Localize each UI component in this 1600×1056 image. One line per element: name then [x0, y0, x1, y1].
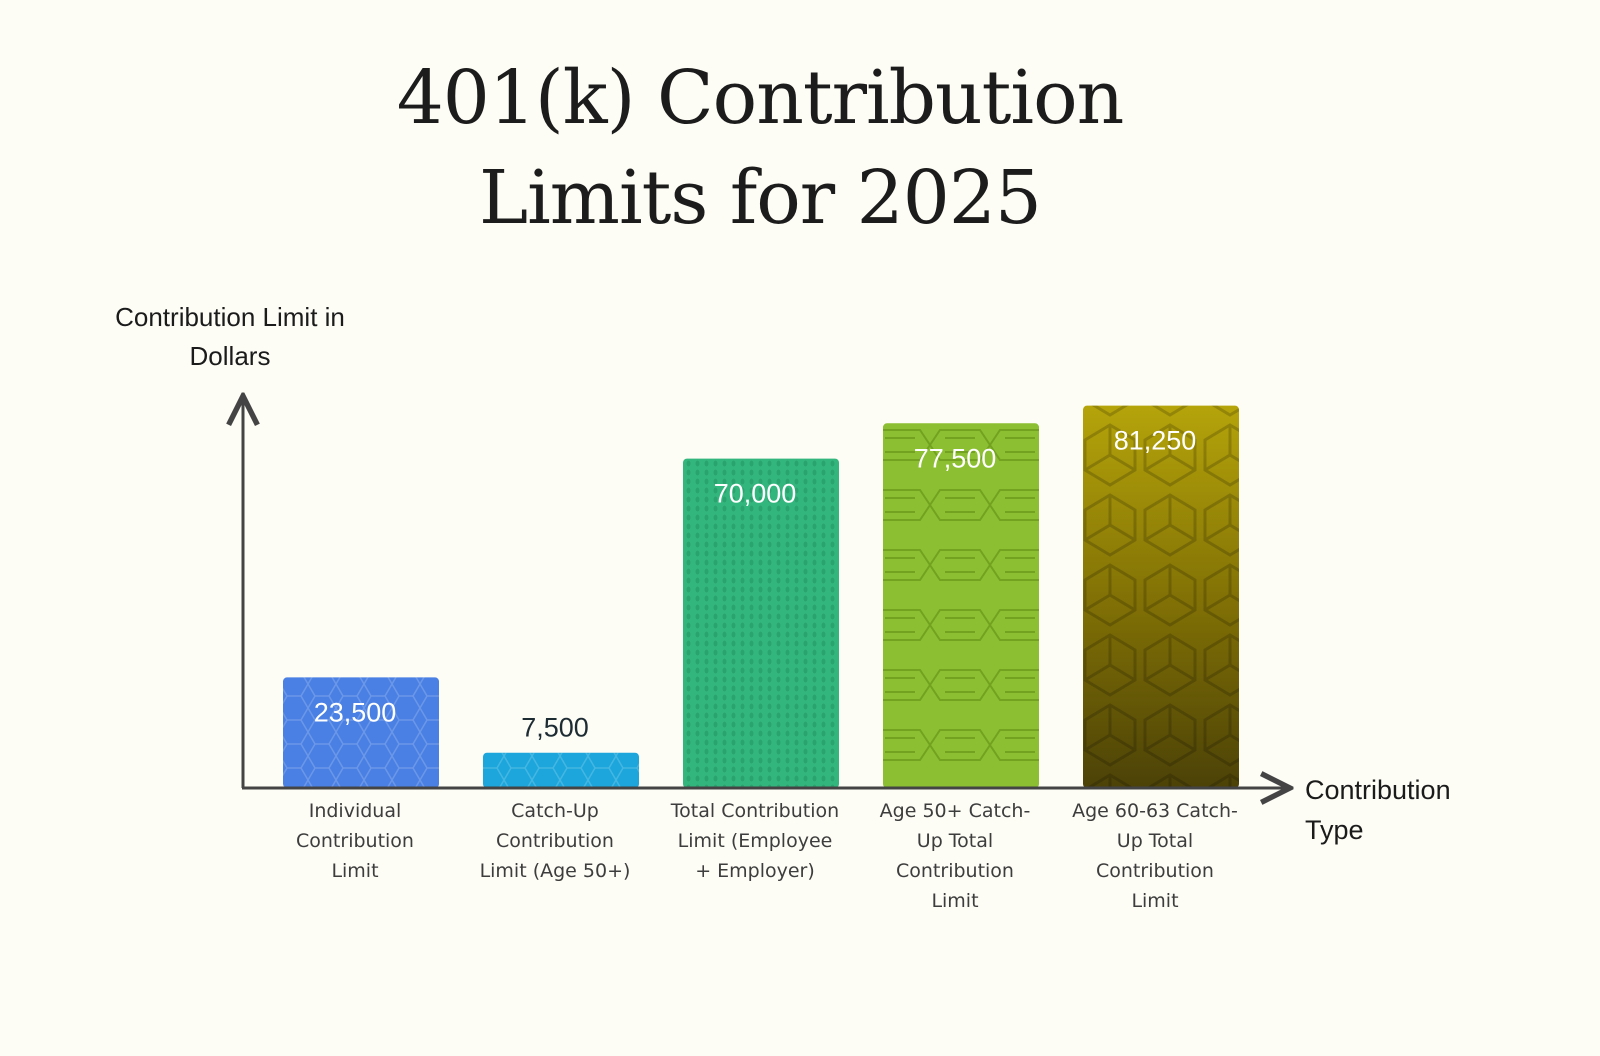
- x-axis-label: Contribution Type: [1305, 775, 1451, 845]
- bar-pattern: [883, 423, 1039, 788]
- category-label: Individual Contribution Limit: [296, 800, 414, 882]
- bar-value-label: 7,500: [521, 713, 589, 743]
- bar-4: 77,500: [883, 423, 1039, 788]
- bar-value-label: 70,000: [714, 479, 797, 509]
- y-axis-label: Contribution Limit in Dollars: [115, 302, 345, 371]
- bar-pattern: [283, 677, 439, 788]
- bar-1: 23,500: [283, 677, 439, 788]
- category-label: Total Contribution Limit (Employee + Emp…: [670, 800, 840, 882]
- category-label: Age 60-63 Catch-Up Total Contribution Li…: [1072, 800, 1238, 912]
- bar-pattern: [483, 752, 639, 788]
- bar-value-label: 77,500: [914, 443, 997, 473]
- bar-value-label: 81,250: [1114, 426, 1197, 456]
- category-label: Catch-Up Contribution Limit (Age 50+): [479, 800, 631, 882]
- category-label: Age 50+ Catch-Up Total Contribution Limi…: [879, 800, 1031, 912]
- bar-5: 81,250: [1083, 405, 1239, 788]
- chart-title: 401(k) Contribution Limits for 2025: [396, 55, 1125, 241]
- bar-pattern: [1083, 405, 1239, 788]
- bar-value-label: 23,500: [314, 697, 397, 727]
- bar-3: 70,000: [683, 458, 839, 788]
- bar-2: 7,500: [483, 713, 639, 788]
- bar-pattern: [683, 458, 839, 788]
